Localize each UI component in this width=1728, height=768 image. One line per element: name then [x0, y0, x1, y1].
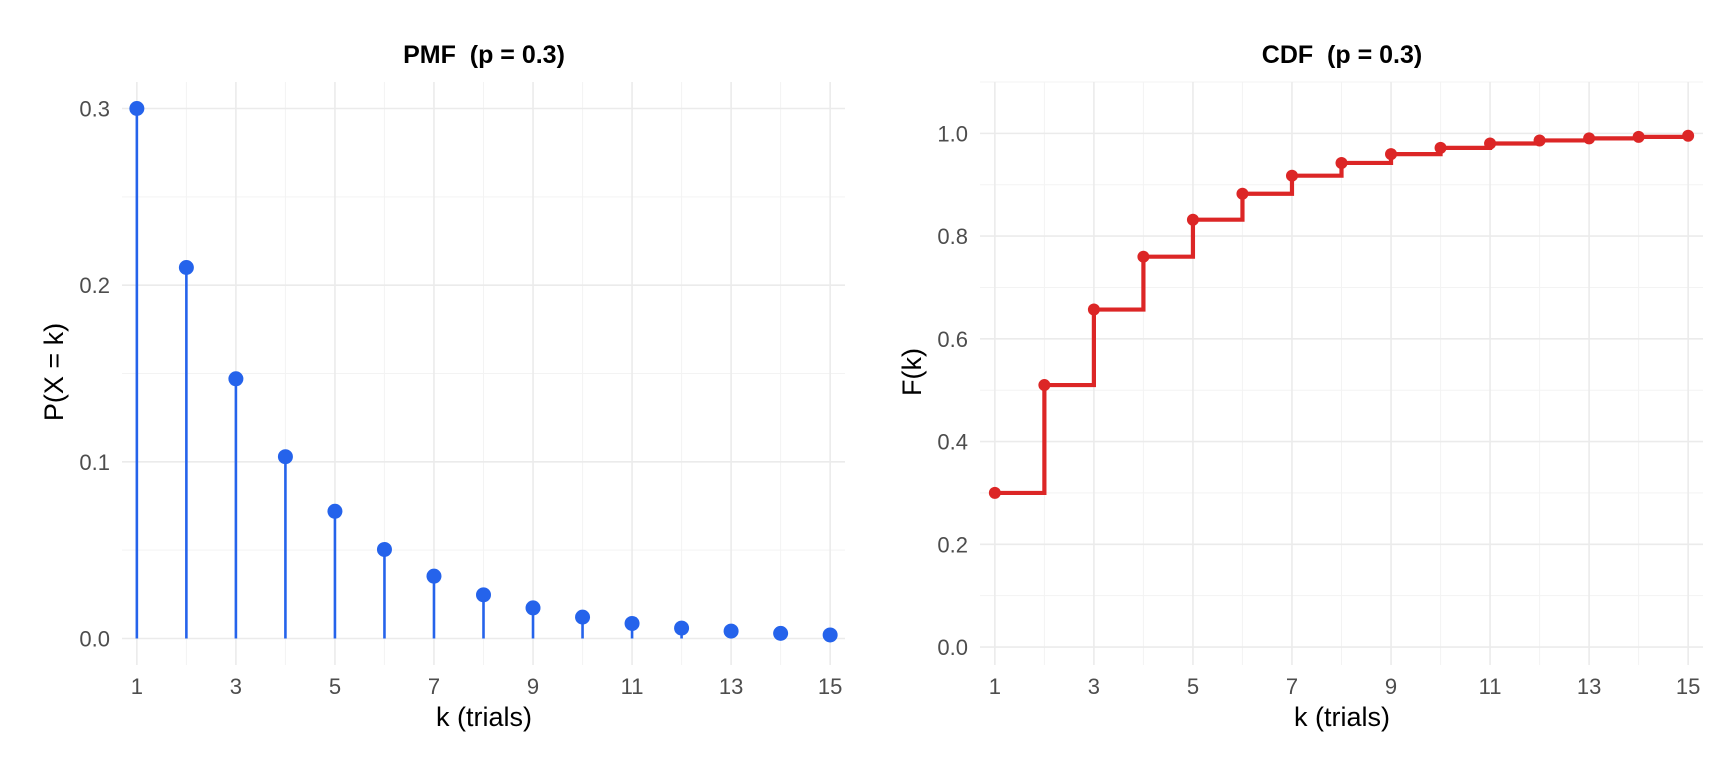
cdf-point	[1434, 141, 1447, 154]
cdf-point	[988, 486, 1001, 499]
pmf-y-axis-label: P(X = k)	[39, 323, 69, 421]
pmf-y-tick-label: 0.3	[79, 97, 110, 122]
pmf-title: PMF (p = 0.3)	[403, 41, 565, 69]
pmf-point	[674, 620, 690, 636]
cdf-x-tick-label: 5	[1187, 674, 1199, 699]
cdf-x-tick-label: 11	[1479, 674, 1502, 699]
cdf-x-tick-label: 1	[989, 674, 1001, 699]
cdf-point	[1385, 148, 1398, 161]
cdf-y-tick-label: 0.8	[937, 224, 968, 249]
cdf-y-tick-label: 0.2	[937, 532, 968, 557]
pmf-panel: 1 3 5 7 9 11 13 150.00.10.20.3 PMF (p = 0.3) k …	[39, 41, 845, 732]
cdf-x-tick-label: 3	[1088, 674, 1100, 699]
pmf-point	[773, 625, 789, 641]
pmf-point	[723, 623, 739, 639]
pmf-point	[178, 260, 194, 275]
pmf-point	[327, 503, 343, 519]
cdf-marks	[988, 129, 1695, 499]
pmf-point	[129, 101, 145, 116]
pmf-point	[476, 587, 491, 603]
pmf-x-tick-label: 11	[621, 674, 644, 699]
pmf-point	[426, 568, 442, 584]
cdf-point	[1186, 213, 1199, 226]
cdf-point	[1682, 129, 1695, 142]
cdf-x-tick-label: 15	[1676, 674, 1700, 699]
pmf-point	[822, 627, 838, 643]
pmf-marks	[129, 101, 838, 643]
cdf-y-axis-label: F(k)	[897, 348, 927, 396]
cdf-point	[1484, 137, 1497, 150]
pmf-grid	[122, 82, 845, 665]
cdf-panel: 1 3 5 7 9 11 13 150.00.20.40.60.81.0 CDF (p = 0…	[897, 41, 1703, 732]
pmf-y-tick-label: 0.1	[79, 450, 110, 475]
cdf-y-tick-label: 1.0	[937, 121, 968, 146]
pmf-point	[575, 609, 591, 625]
pmf-x-tick-label: 1	[131, 674, 143, 699]
cdf-ticks: 1 3 5 7 9 11 13 150.00.20.40.60.81.0	[937, 121, 1700, 699]
cdf-point	[1236, 187, 1249, 200]
cdf-y-tick-label: 0.6	[937, 327, 968, 352]
cdf-x-tick-label: 13	[1577, 674, 1601, 699]
pmf-x-tick-label: 3	[230, 674, 242, 699]
cdf-x-tick-label: 9	[1385, 674, 1397, 699]
pmf-point	[228, 371, 244, 387]
pmf-point	[277, 449, 293, 465]
pmf-x-tick-label: 13	[719, 674, 743, 699]
cdf-point	[1137, 250, 1150, 263]
pmf-ticks: 1 3 5 7 9 11 13 150.00.10.20.3	[79, 97, 842, 700]
cdf-point	[1583, 132, 1596, 145]
pmf-point	[525, 600, 541, 616]
pmf-x-tick-label: 15	[818, 674, 842, 699]
cdf-y-tick-label: 0.0	[937, 635, 968, 660]
pmf-x-tick-label: 9	[527, 674, 539, 699]
cdf-y-tick-label: 0.4	[937, 430, 968, 455]
cdf-point	[1335, 156, 1348, 169]
pmf-x-tick-label: 7	[428, 674, 440, 699]
pmf-x-tick-label: 5	[329, 674, 341, 699]
pmf-y-tick-label: 0.0	[79, 627, 110, 652]
pmf-y-tick-label: 0.2	[79, 273, 110, 298]
pmf-point	[624, 615, 640, 631]
pmf-x-axis-label: k (trials)	[436, 702, 532, 732]
cdf-title: CDF (p = 0.3)	[1262, 41, 1422, 69]
cdf-point	[1038, 379, 1051, 392]
cdf-x-axis-label: k (trials)	[1294, 702, 1390, 732]
cdf-point	[1087, 303, 1100, 316]
cdf-point	[1533, 134, 1546, 147]
pmf-point	[376, 541, 392, 557]
cdf-point	[1632, 130, 1645, 143]
cdf-x-tick-label: 7	[1286, 674, 1298, 699]
cdf-point	[1285, 169, 1298, 182]
cdf-grid	[980, 81, 1703, 665]
